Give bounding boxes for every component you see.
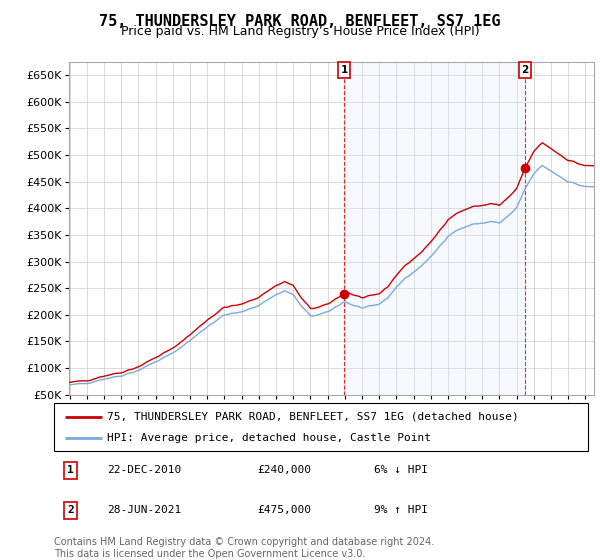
Text: 9% ↑ HPI: 9% ↑ HPI [374,505,428,515]
Text: £475,000: £475,000 [257,505,311,515]
Text: £240,000: £240,000 [257,465,311,475]
FancyBboxPatch shape [54,403,588,451]
Text: HPI: Average price, detached house, Castle Point: HPI: Average price, detached house, Cast… [107,433,431,444]
Text: 75, THUNDERSLEY PARK ROAD, BENFLEET, SS7 1EG (detached house): 75, THUNDERSLEY PARK ROAD, BENFLEET, SS7… [107,412,519,422]
Text: 22-DEC-2010: 22-DEC-2010 [107,465,182,475]
Text: 75, THUNDERSLEY PARK ROAD, BENFLEET, SS7 1EG: 75, THUNDERSLEY PARK ROAD, BENFLEET, SS7… [99,14,501,29]
Text: 1: 1 [67,465,74,475]
Text: Contains HM Land Registry data © Crown copyright and database right 2024.
This d: Contains HM Land Registry data © Crown c… [54,537,434,559]
Bar [344,62,525,395]
Text: 2: 2 [521,65,529,75]
Text: 28-JUN-2021: 28-JUN-2021 [107,505,182,515]
Text: 2: 2 [67,505,74,515]
Text: 6% ↓ HPI: 6% ↓ HPI [374,465,428,475]
Text: Price paid vs. HM Land Registry’s House Price Index (HPI): Price paid vs. HM Land Registry’s House … [121,25,479,38]
Text: 1: 1 [341,65,348,75]
